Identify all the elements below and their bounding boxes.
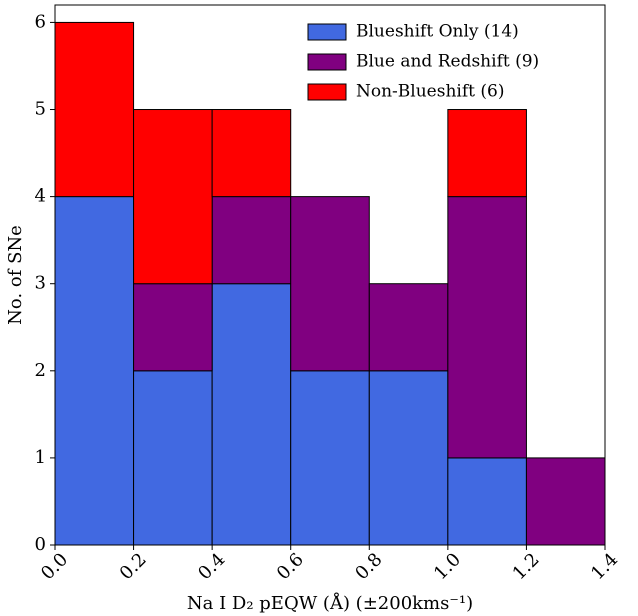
legend-swatch [307,23,347,41]
bar [368,370,449,546]
legend-label: Blue and Redshift (9) [356,52,539,72]
y-axis-label: No. of SNe [5,225,26,325]
y-tick-label: 1 [35,447,46,468]
bar [290,370,370,546]
x-tick-label: 0.2 [116,549,151,584]
legend-label: Blueshift Only (14) [356,22,519,42]
legend-swatch [307,83,347,101]
y-tick-label: 0 [35,534,46,555]
bar [54,21,135,198]
x-tick-label: 0.4 [194,549,229,584]
bar [290,196,370,372]
bar [211,283,292,546]
x-tick-label: 1.4 [587,549,622,584]
bar [54,196,135,546]
bar [368,283,449,372]
x-tick-label: 0.8 [351,549,386,584]
x-tick-label: 1.0 [430,549,465,584]
x-tick-label: 0.6 [273,549,308,584]
x-axis-label: Na I D₂ pEQW (Å) (±200kms⁻¹) [187,592,473,614]
bar [447,109,527,198]
bar [211,196,292,285]
y-tick-label: 6 [35,11,46,32]
bar [211,109,292,198]
bar [447,196,527,459]
x-tick-label: 1.2 [509,549,544,584]
y-tick-label: 2 [35,360,46,381]
plot-frame [54,4,606,546]
y-tick-label: 4 [35,186,46,207]
bar [447,457,527,546]
bar [525,457,606,546]
legend-swatch [307,53,347,71]
bar [133,283,213,372]
bar [133,109,213,285]
bar [133,370,213,546]
y-tick-label: 5 [35,99,46,120]
y-tick-label: 3 [35,273,46,294]
legend-label: Non-Blueshift (6) [356,82,504,102]
